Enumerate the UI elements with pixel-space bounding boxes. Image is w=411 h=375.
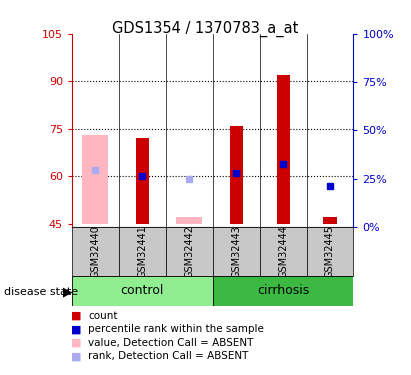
Text: GSM32441: GSM32441 <box>137 225 147 278</box>
Bar <box>277 75 290 224</box>
Bar <box>176 217 202 224</box>
Text: ■: ■ <box>71 324 81 334</box>
FancyBboxPatch shape <box>213 276 353 306</box>
Text: GSM32445: GSM32445 <box>325 225 335 278</box>
Text: rank, Detection Call = ABSENT: rank, Detection Call = ABSENT <box>88 351 249 361</box>
FancyBboxPatch shape <box>72 227 119 276</box>
Text: GSM32443: GSM32443 <box>231 225 241 278</box>
Bar <box>83 135 108 224</box>
Text: GSM32444: GSM32444 <box>278 225 288 278</box>
Text: cirrhosis: cirrhosis <box>257 284 309 297</box>
Text: ▶: ▶ <box>62 285 72 298</box>
FancyBboxPatch shape <box>307 227 353 276</box>
FancyBboxPatch shape <box>260 227 307 276</box>
FancyBboxPatch shape <box>166 227 213 276</box>
Text: count: count <box>88 311 118 321</box>
Text: value, Detection Call = ABSENT: value, Detection Call = ABSENT <box>88 338 254 348</box>
FancyBboxPatch shape <box>119 227 166 276</box>
Text: ■: ■ <box>71 338 81 348</box>
Bar <box>136 138 149 224</box>
FancyBboxPatch shape <box>72 276 213 306</box>
Text: ■: ■ <box>71 311 81 321</box>
Bar <box>323 217 337 224</box>
Bar <box>230 126 243 224</box>
Text: ■: ■ <box>71 351 81 361</box>
Text: control: control <box>120 284 164 297</box>
FancyBboxPatch shape <box>213 227 260 276</box>
Text: GDS1354 / 1370783_a_at: GDS1354 / 1370783_a_at <box>112 21 299 37</box>
Text: GSM32440: GSM32440 <box>90 225 100 278</box>
Text: percentile rank within the sample: percentile rank within the sample <box>88 324 264 334</box>
Text: disease state: disease state <box>4 287 78 297</box>
Text: GSM32442: GSM32442 <box>184 225 194 278</box>
